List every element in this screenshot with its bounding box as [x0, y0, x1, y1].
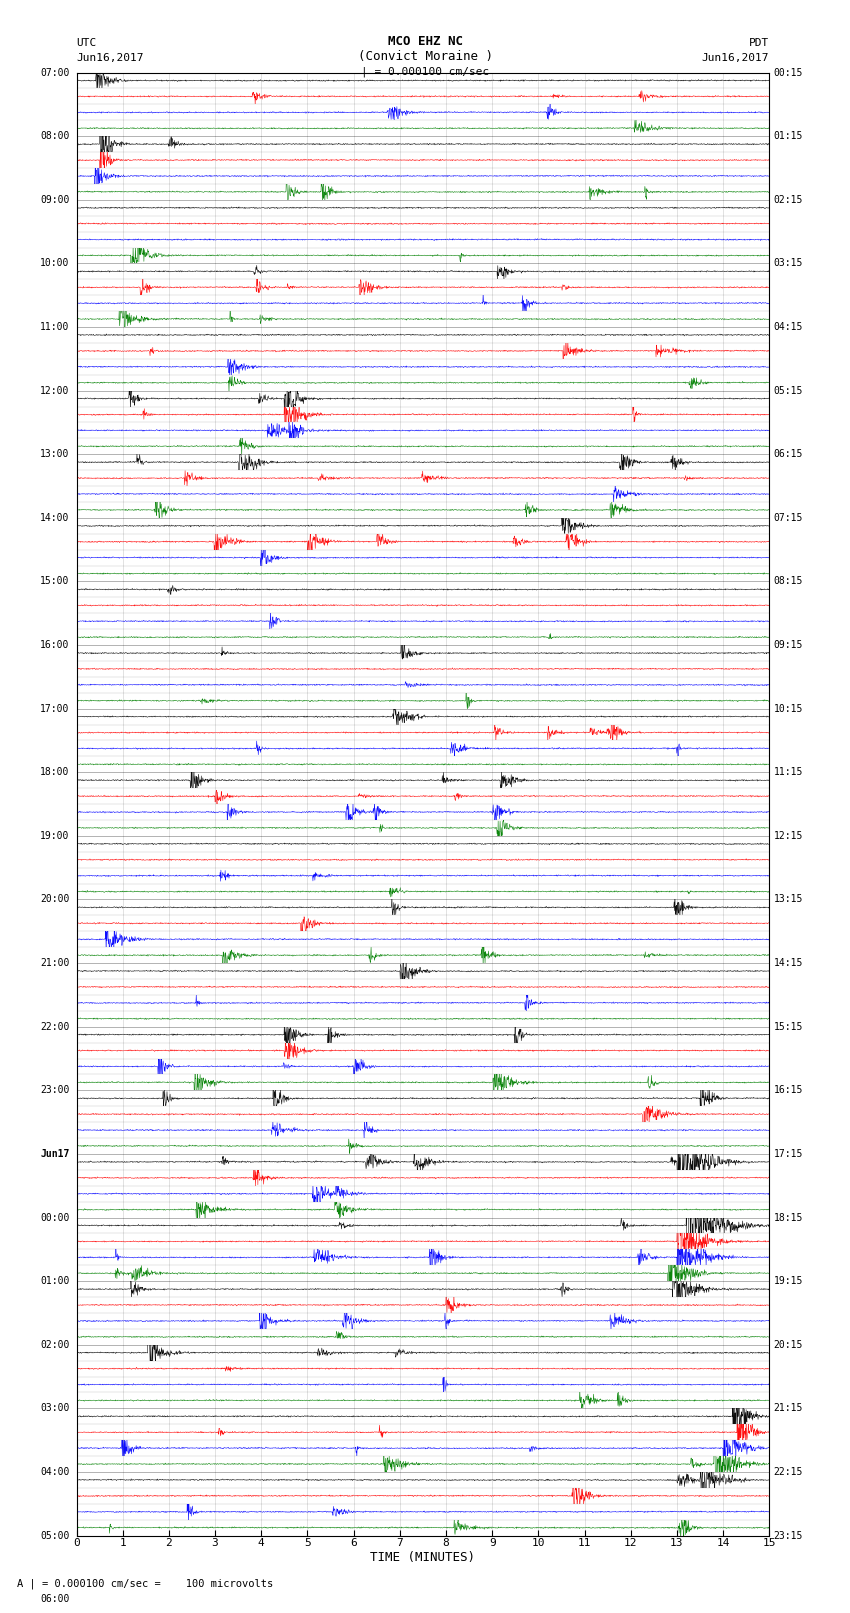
Text: A | = 0.000100 cm/sec =    100 microvolts: A | = 0.000100 cm/sec = 100 microvolts [17, 1578, 273, 1589]
Text: PDT: PDT [749, 39, 769, 48]
Text: 22:15: 22:15 [774, 1466, 803, 1478]
Text: 05:15: 05:15 [774, 386, 803, 395]
Text: 17:15: 17:15 [774, 1148, 803, 1158]
Text: 04:15: 04:15 [774, 323, 803, 332]
Text: 17:00: 17:00 [40, 703, 70, 713]
Text: Jun17: Jun17 [40, 1148, 70, 1158]
Text: 21:15: 21:15 [774, 1403, 803, 1413]
Text: 08:00: 08:00 [40, 131, 70, 142]
Text: 18:15: 18:15 [774, 1213, 803, 1223]
Text: 16:00: 16:00 [40, 640, 70, 650]
Text: 13:00: 13:00 [40, 450, 70, 460]
Text: 23:15: 23:15 [774, 1531, 803, 1540]
X-axis label: TIME (MINUTES): TIME (MINUTES) [371, 1552, 475, 1565]
Text: 07:00: 07:00 [40, 68, 70, 77]
Text: 07:15: 07:15 [774, 513, 803, 523]
Text: 19:15: 19:15 [774, 1276, 803, 1286]
Text: 10:15: 10:15 [774, 703, 803, 713]
Text: 08:15: 08:15 [774, 576, 803, 587]
Text: 21:00: 21:00 [40, 958, 70, 968]
Text: 05:00: 05:00 [40, 1531, 70, 1540]
Text: 14:15: 14:15 [774, 958, 803, 968]
Text: 20:00: 20:00 [40, 895, 70, 905]
Text: 02:15: 02:15 [774, 195, 803, 205]
Text: UTC: UTC [76, 39, 97, 48]
Text: MCO EHZ NC: MCO EHZ NC [388, 35, 462, 48]
Text: | = 0.000100 cm/sec: | = 0.000100 cm/sec [361, 66, 489, 77]
Text: Jun16,2017: Jun16,2017 [76, 53, 144, 63]
Text: 01:15: 01:15 [774, 131, 803, 142]
Text: 12:15: 12:15 [774, 831, 803, 840]
Text: 10:00: 10:00 [40, 258, 70, 268]
Text: 03:15: 03:15 [774, 258, 803, 268]
Text: 00:00: 00:00 [40, 1213, 70, 1223]
Text: 19:00: 19:00 [40, 831, 70, 840]
Text: 20:15: 20:15 [774, 1340, 803, 1350]
Text: 04:00: 04:00 [40, 1466, 70, 1478]
Text: 22:00: 22:00 [40, 1021, 70, 1032]
Text: 12:00: 12:00 [40, 386, 70, 395]
Text: 09:00: 09:00 [40, 195, 70, 205]
Text: 06:15: 06:15 [774, 450, 803, 460]
Text: 00:15: 00:15 [774, 68, 803, 77]
Text: 11:00: 11:00 [40, 323, 70, 332]
Text: 14:00: 14:00 [40, 513, 70, 523]
Text: 03:00: 03:00 [40, 1403, 70, 1413]
Text: Jun16,2017: Jun16,2017 [702, 53, 769, 63]
Text: 02:00: 02:00 [40, 1340, 70, 1350]
Text: 13:15: 13:15 [774, 895, 803, 905]
Text: 15:15: 15:15 [774, 1021, 803, 1032]
Text: 23:00: 23:00 [40, 1086, 70, 1095]
Text: 18:00: 18:00 [40, 768, 70, 777]
Text: 11:15: 11:15 [774, 768, 803, 777]
Text: 06:00: 06:00 [40, 1594, 70, 1605]
Text: (Convict Moraine ): (Convict Moraine ) [358, 50, 492, 63]
Text: 15:00: 15:00 [40, 576, 70, 587]
Text: 16:15: 16:15 [774, 1086, 803, 1095]
Text: 01:00: 01:00 [40, 1276, 70, 1286]
Text: 09:15: 09:15 [774, 640, 803, 650]
